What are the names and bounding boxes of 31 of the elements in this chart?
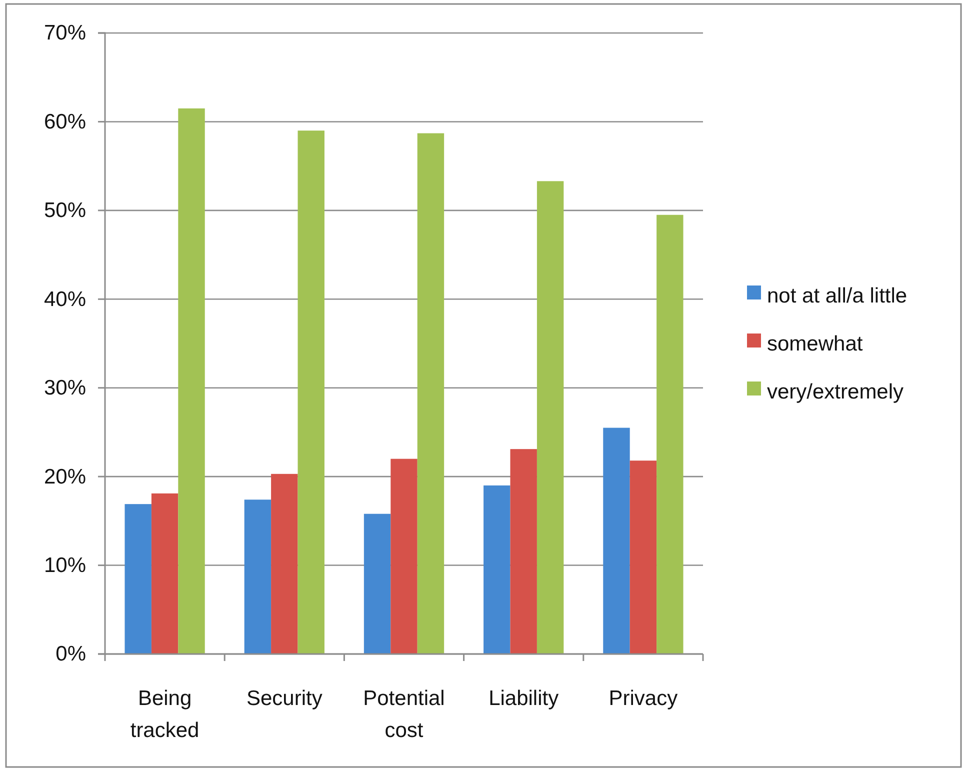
y-tick-label: 20% [44, 465, 86, 488]
bar [510, 449, 537, 654]
y-tick-label: 30% [44, 376, 86, 400]
bar [271, 474, 298, 654]
bar [484, 485, 510, 654]
y-tick-label: 50% [44, 199, 86, 222]
y-tick-label: 0% [56, 642, 86, 666]
legend-label: very/extremely [767, 380, 904, 404]
bar [417, 133, 444, 654]
x-tick-label: Potential cost [363, 687, 445, 742]
bar [603, 428, 630, 654]
y-tick-label: 60% [44, 110, 86, 134]
bar [151, 493, 178, 654]
bar [244, 500, 272, 654]
bar [178, 108, 205, 654]
bar [536, 181, 564, 654]
bar [298, 130, 324, 654]
legend-label: somewhat [767, 332, 863, 356]
legend-label: not at all/a little [767, 284, 908, 308]
bar [390, 458, 418, 654]
x-tick-label: Being tracked [130, 687, 200, 742]
x-tick-label: Privacy [608, 687, 678, 710]
x-tick-label: Security [246, 687, 323, 710]
y-tick-label: 70% [44, 22, 86, 45]
bar [656, 214, 684, 654]
x-tick-label: Liability [488, 687, 560, 710]
y-tick-label: 10% [44, 554, 86, 578]
y-tick-label: 40% [44, 288, 86, 311]
bar [124, 504, 152, 654]
bar [630, 460, 657, 654]
bar [364, 514, 391, 654]
